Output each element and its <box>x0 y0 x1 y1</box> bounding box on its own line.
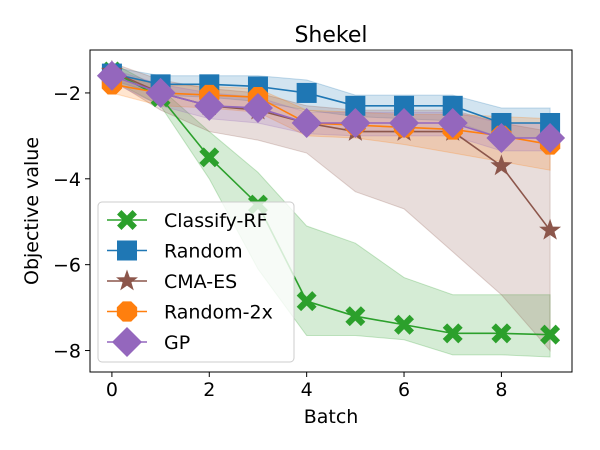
x-axis-label: Batch <box>304 406 359 428</box>
legend-label-gp: GP <box>164 332 190 354</box>
legend-label-random-2x: Random-2x <box>164 302 273 324</box>
point-gp-4 <box>291 107 322 138</box>
x-tick-label: 4 <box>301 379 313 401</box>
line-random <box>111 72 551 124</box>
legend-label-classify-rf: Classify-RF <box>164 210 268 232</box>
point-random-9 <box>540 112 561 133</box>
legend-label-cma-es: CMA-ES <box>164 271 237 293</box>
point-gp-2 <box>194 90 225 121</box>
y-tick-label: −8 <box>53 341 81 363</box>
x-tick-label: 6 <box>398 379 410 401</box>
point-gp-5 <box>340 107 371 138</box>
line-random-2x <box>111 83 551 146</box>
y-axis-label: Objective value <box>21 137 43 285</box>
point-cma-es-8 <box>490 154 513 176</box>
point-gp-0 <box>96 60 127 91</box>
x-tick-label: 0 <box>106 379 118 401</box>
point-gp-7 <box>437 107 468 138</box>
point-gp-8 <box>486 123 517 154</box>
line-classify-rf <box>111 70 551 336</box>
point-random-5 <box>345 95 366 116</box>
point-classify-rf-6 <box>394 314 415 335</box>
x-axis-ticks: 0 2 4 6 8 <box>106 372 507 401</box>
legend: Classify-RF Random CMA-ES Random-2x GP <box>97 201 295 363</box>
legend-box <box>97 201 295 363</box>
y-tick-label: −4 <box>53 169 81 191</box>
point-classify-rf-4 <box>296 291 317 312</box>
point-gp-9 <box>535 123 566 154</box>
point-random-4 <box>296 82 317 103</box>
point-gp-3 <box>242 92 273 123</box>
legend-marker-classify-rf <box>117 210 137 230</box>
point-classify-rf-9 <box>540 324 561 345</box>
legend-label-random: Random <box>164 241 243 263</box>
legend-marker-cma-es <box>116 269 138 291</box>
point-gp-1 <box>145 77 176 108</box>
band-cma-es <box>111 62 551 352</box>
legend-marker-gp <box>112 327 142 357</box>
point-classify-rf-5 <box>345 306 366 327</box>
plot-frame <box>89 49 573 373</box>
point-classify-rf-2 <box>199 147 220 168</box>
point-cma-es-9 <box>539 218 562 240</box>
point-random-6 <box>394 95 415 116</box>
y-tick-label: −6 <box>53 255 81 277</box>
line-gp <box>111 75 551 139</box>
point-classify-rf-7 <box>442 323 463 344</box>
point-random-7 <box>442 95 463 116</box>
point-classify-rf-8 <box>491 323 512 344</box>
series-markers <box>96 59 566 345</box>
x-tick-label: 2 <box>203 379 215 401</box>
legend-marker-random-2x <box>116 301 138 322</box>
chart-title: Shekel <box>294 23 367 48</box>
x-tick-label: 8 <box>495 379 507 401</box>
point-gp-6 <box>389 107 420 138</box>
y-axis-ticks: −2 −4 −6 −8 <box>53 83 90 363</box>
y-tick-label: −2 <box>53 83 81 105</box>
series-lines <box>111 70 551 336</box>
legend-marker-random <box>117 240 137 261</box>
